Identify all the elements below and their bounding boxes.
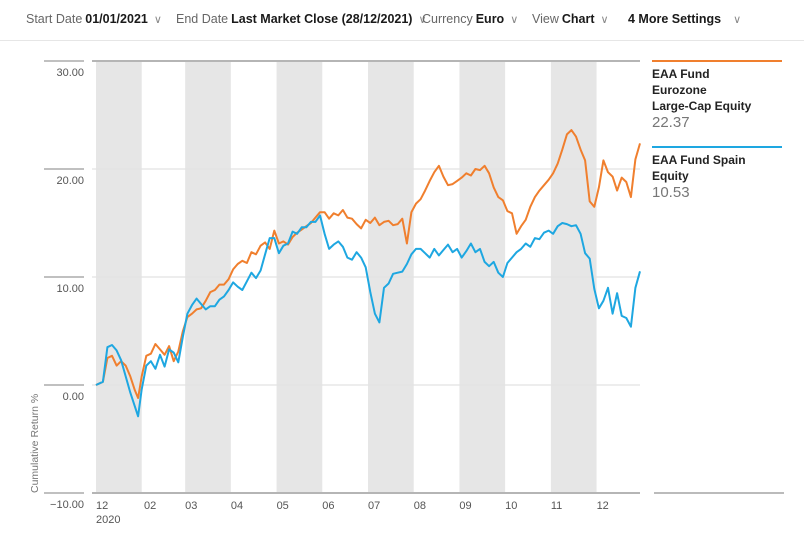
legend-series-value: 22.37 (652, 114, 690, 131)
series-line-spain-equity (95, 214, 641, 418)
x-tick-label: 03 (185, 500, 197, 512)
y-gridlines (92, 60, 784, 494)
end-date-label: End Date (176, 12, 229, 26)
currency-label: Currency (422, 12, 473, 26)
x-tick-label: 09 (459, 500, 471, 512)
more-settings-dropdown[interactable]: 4 More Settings ∨ (628, 12, 741, 26)
currency-value: Euro (475, 12, 505, 26)
view-value: Chart (561, 12, 595, 26)
end-date-value: Last Market Close (28/12/2021) (231, 12, 413, 26)
x-tick-label: 12 (597, 500, 609, 512)
legend-series-name: EAA Fund (652, 67, 710, 81)
x-tick-label: 08 (414, 500, 426, 512)
legend-series-name: Eurozone (652, 83, 707, 97)
more-settings-label: 4 More Settings (628, 12, 722, 26)
legend-item[interactable]: EAA Fund Eurozone Large-Cap Equity 22.37 (652, 60, 782, 132)
x-tick-label: 12 (96, 500, 108, 512)
start-date-label: Start Date (26, 12, 83, 26)
y-tick-label: 10.00 (56, 283, 84, 295)
y-axis-label: Cumulative Return % (29, 394, 41, 493)
x-tick-year-label: 2020 (96, 514, 120, 526)
x-tick-label: 11 (551, 500, 562, 512)
legend-color-swatch (652, 60, 782, 62)
start-date-dropdown[interactable]: Start Date 01/01/2021 ∨ (26, 12, 162, 26)
view-dropdown[interactable]: View Chart ∨ (532, 12, 609, 26)
x-tick-label: 02 (144, 500, 156, 512)
legend-series-name: Large-Cap Equity (652, 99, 752, 113)
legend-series-value: 10.53 (652, 184, 690, 201)
view-label: View (532, 12, 559, 26)
legend-color-swatch (652, 146, 782, 148)
x-tick-label: 04 (231, 500, 243, 512)
y-tick-label: 20.00 (56, 175, 84, 187)
y-tick-label: 30.00 (56, 67, 84, 79)
currency-dropdown[interactable]: Currency Euro ∨ (422, 12, 518, 26)
x-tick-label: 06 (322, 500, 334, 512)
chevron-down-icon: ∨ (600, 14, 609, 26)
chevron-down-icon: ∨ (418, 14, 427, 26)
x-tick-label: 05 (277, 500, 289, 512)
y-tick-label: 0.00 (63, 391, 84, 403)
y-axis: 30.00 20.00 10.00 0.00 −10.00 (44, 60, 84, 511)
x-tick-label: 07 (368, 500, 380, 512)
start-date-value: 01/01/2021 (85, 12, 148, 26)
legend-item[interactable]: EAA Fund Spain Equity 10.53 (652, 146, 782, 202)
x-axis: 12 02 03 04 05 06 07 08 09 10 11 12 2020 (96, 500, 609, 526)
series-lines (95, 129, 641, 418)
chevron-down-icon: ∨ (733, 14, 742, 26)
legend-series-name: EAA Fund Spain (652, 153, 746, 167)
y-tick-label: −10.00 (50, 499, 84, 511)
end-date-dropdown[interactable]: End Date Last Market Close (28/12/2021) ∨ (176, 12, 427, 26)
chart-settings-toolbar: Start Date 01/01/2021 ∨ End Date Last Marke… (0, 0, 804, 41)
chevron-down-icon: ∨ (510, 14, 519, 26)
x-tick-label: 10 (505, 500, 517, 512)
legend-series-name: Equity (652, 169, 689, 183)
chevron-down-icon: ∨ (153, 14, 162, 26)
